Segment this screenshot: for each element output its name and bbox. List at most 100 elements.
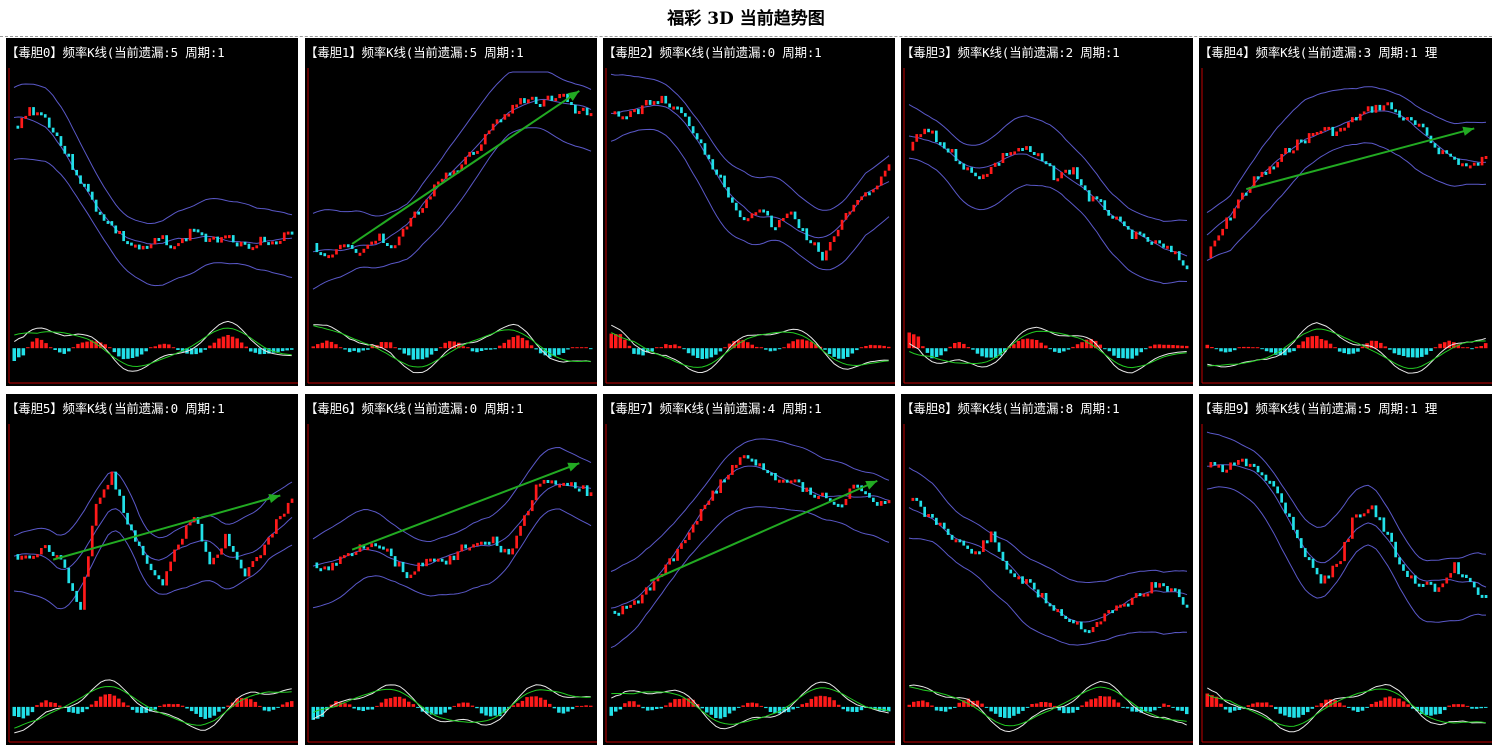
candle [1268, 480, 1272, 484]
osc-bar [882, 706, 886, 711]
candle [161, 235, 165, 239]
candle [864, 192, 867, 197]
candle [672, 558, 675, 562]
osc-bar [1162, 703, 1166, 707]
candle [130, 524, 133, 531]
osc-bar [185, 706, 189, 709]
candle [875, 502, 879, 506]
candle [832, 236, 836, 242]
osc-bar [48, 347, 53, 349]
candle [1339, 561, 1342, 565]
candle [1150, 582, 1154, 594]
osc-bar [623, 703, 627, 707]
candle [887, 164, 891, 171]
osc-bar [516, 703, 520, 707]
osc-bar [823, 348, 827, 350]
osc-bar [548, 348, 552, 358]
candle [1315, 567, 1319, 575]
osc-bar [1214, 696, 1219, 707]
osc-bar [579, 347, 584, 349]
osc-bar [855, 706, 859, 712]
candle [20, 117, 24, 129]
candle [1083, 629, 1087, 633]
osc-bar [103, 694, 107, 707]
candle [554, 98, 558, 102]
candle [809, 487, 812, 495]
osc-bar [180, 705, 185, 707]
osc-bar [502, 342, 506, 349]
candle [935, 517, 938, 525]
candle [1162, 583, 1165, 587]
candle [231, 546, 235, 552]
osc-bar [71, 706, 76, 713]
candle [483, 134, 487, 145]
candle [271, 533, 274, 538]
candle [331, 254, 334, 258]
candle [228, 235, 231, 239]
osc-bar [873, 345, 877, 349]
osc-bar [1171, 706, 1175, 708]
candle [212, 236, 215, 240]
osc-bar [12, 706, 16, 717]
candle [75, 169, 78, 176]
osc-bar [1003, 706, 1007, 718]
candle [327, 255, 330, 259]
candle [1083, 185, 1087, 191]
candle [566, 482, 569, 486]
osc-bar [407, 348, 411, 356]
candle [491, 123, 495, 131]
osc-bar [768, 348, 773, 352]
osc-bar [171, 704, 176, 707]
osc-bar [352, 706, 356, 709]
candle [805, 228, 809, 241]
osc-bar [614, 706, 618, 712]
osc-bar [397, 696, 402, 707]
candle [386, 243, 389, 246]
osc-bar [636, 704, 641, 707]
osc-bar [280, 348, 285, 352]
osc-bar [1053, 705, 1057, 707]
candle [444, 172, 448, 179]
candle [452, 555, 456, 561]
candle [1087, 190, 1091, 202]
chart-panel-3: 【毒胆3】频率K线(当前遗漏:2 周期:1 [901, 38, 1193, 386]
osc-bar [443, 706, 447, 713]
osc-bar [632, 701, 636, 707]
candle [1441, 150, 1445, 155]
osc-bar [1397, 698, 1401, 707]
candle [346, 553, 350, 557]
candle [727, 474, 730, 480]
osc-bar [76, 343, 80, 349]
candle [87, 183, 90, 192]
osc-bar [103, 344, 107, 349]
candle [137, 244, 141, 250]
osc-bar [1034, 340, 1039, 349]
candle [1036, 589, 1040, 598]
osc-bar [425, 348, 429, 358]
candle [342, 555, 346, 559]
candle [271, 241, 274, 245]
osc-bar [1007, 706, 1012, 719]
osc-bar [623, 339, 627, 349]
candle [278, 240, 282, 244]
candle [495, 119, 499, 124]
candle [805, 487, 809, 492]
band-upper [312, 446, 592, 543]
panel-title-2: 【毒胆2】频率K线(当前遗漏:0 周期:1 [603, 45, 822, 60]
candle [970, 548, 973, 554]
osc-bar [112, 695, 117, 707]
candle [114, 225, 118, 234]
osc-bar [1410, 348, 1415, 358]
osc-bar [777, 348, 782, 350]
candle [633, 109, 636, 113]
candle [1402, 564, 1405, 571]
candle [656, 576, 660, 582]
osc-bar [868, 706, 873, 708]
trend-arrow-head [865, 480, 878, 490]
candle [1237, 460, 1240, 465]
candle [1296, 139, 1299, 151]
candle [362, 544, 366, 549]
osc-bar [35, 338, 39, 349]
candle [766, 210, 769, 216]
osc-bar [176, 704, 180, 707]
